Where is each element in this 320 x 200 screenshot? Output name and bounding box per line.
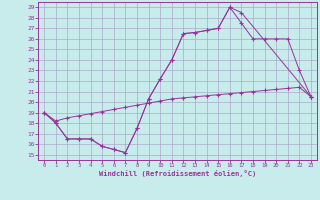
X-axis label: Windchill (Refroidissement éolien,°C): Windchill (Refroidissement éolien,°C) [99, 170, 256, 177]
